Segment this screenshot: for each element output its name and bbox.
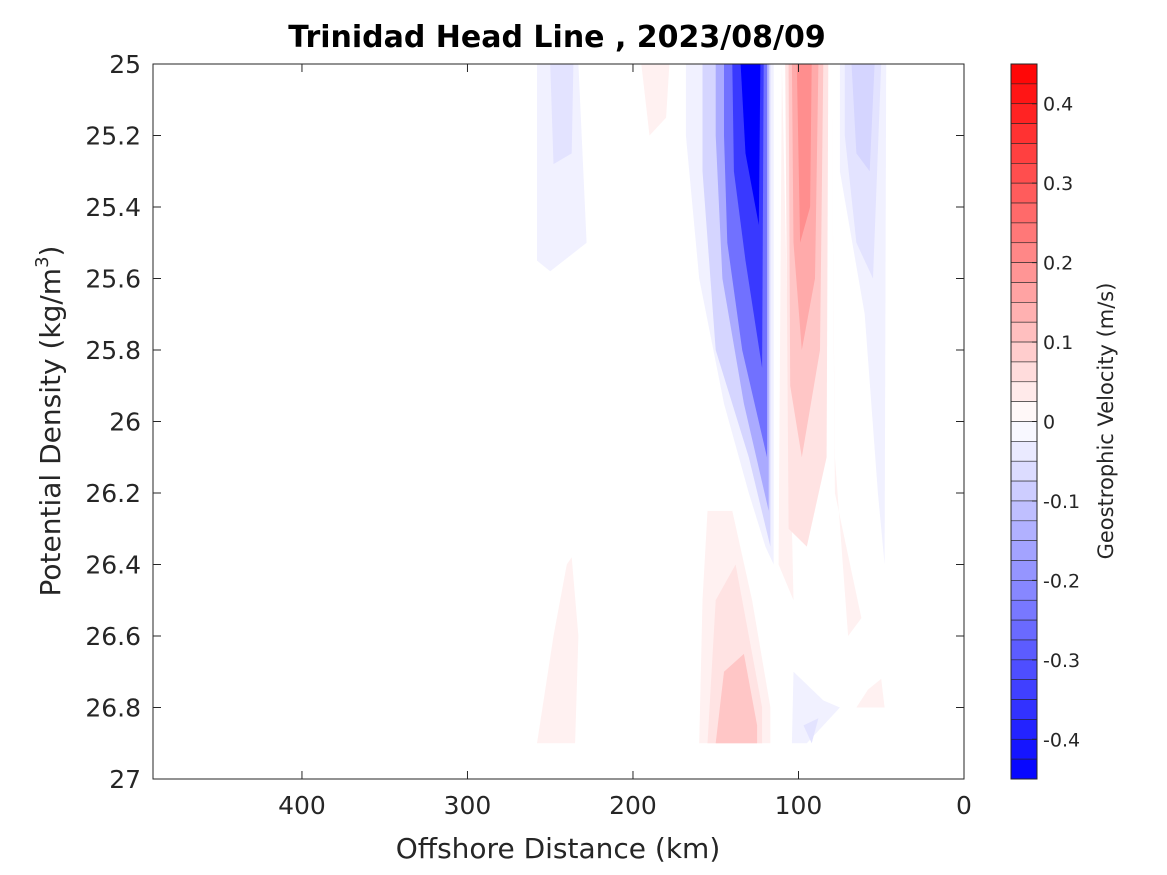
colorbar-segment [1010, 480, 1038, 502]
x-tick-label: 400 [278, 791, 326, 820]
y-axis-label-main: Potential Density (kg/m [34, 268, 67, 597]
x-tick-label: 0 [956, 791, 972, 820]
y-tick-label: 25.6 [85, 265, 141, 294]
colorbar-segment [1010, 500, 1038, 522]
colorbar-segment [1010, 699, 1038, 720]
colorbar-tick-label: -0.1 [1043, 491, 1080, 513]
contour-region-22 [803, 718, 819, 744]
y-tick-label: 25 [109, 50, 141, 79]
colorbar: 0.4 0.3 0.2 0.1 0 -0.1 -0.2 -0.3 -0.4 [1010, 63, 1080, 780]
colorbar-segment [1010, 321, 1038, 343]
x-tick-label: 100 [775, 791, 823, 820]
colorbar-segment [1010, 143, 1038, 164]
y-axis-label: Potential Density (kg/m3) [32, 246, 67, 597]
colorbar-label: Geostrophic Velocity (m/s) [1094, 283, 1118, 560]
colorbar-tick-label: 0.1 [1043, 332, 1073, 354]
colorbar-segment [1010, 103, 1038, 124]
colorbar-segment [1010, 242, 1038, 263]
colorbar-tick-label: -0.3 [1043, 650, 1080, 672]
colorbar-tick-label: -0.4 [1043, 729, 1080, 751]
y-tick-label: 27 [109, 765, 141, 794]
x-axis: 400 300 200 100 0 [278, 64, 972, 820]
colorbar-segment [1010, 679, 1038, 700]
contour-region-13 [796, 64, 812, 243]
contour-region-16 [851, 64, 875, 172]
y-tick-label: 26.6 [85, 622, 141, 651]
colorbar-tick-label: 0.2 [1043, 253, 1073, 275]
colorbar-segment [1010, 401, 1038, 422]
x-tick-label: 200 [609, 791, 657, 820]
colorbar-segment [1010, 182, 1038, 204]
y-tick-label: 26.8 [85, 694, 141, 723]
contour-region-9 [778, 64, 862, 636]
colorbar-segment [1010, 421, 1038, 442]
colorbar-segment [1010, 659, 1038, 680]
y-tick-label: 25.8 [85, 336, 141, 365]
colorbar-tick-label: 0.3 [1043, 173, 1073, 195]
colorbar-tick-label: 0 [1043, 412, 1055, 434]
colorbar-segment [1010, 639, 1038, 661]
colorbar-segment [1010, 580, 1038, 601]
colorbar-segment [1010, 361, 1038, 383]
y-axis-label-close: ) [34, 246, 67, 257]
y-tick-label: 26.2 [85, 479, 141, 508]
colorbar-segment [1010, 202, 1038, 224]
colorbar-segment [1010, 63, 1038, 85]
colorbar-segment [1010, 302, 1038, 323]
contour-region-1 [545, 64, 574, 165]
colorbar-segment [1010, 460, 1038, 482]
contour-regions [537, 64, 887, 744]
y-tick-label: 25.4 [85, 193, 141, 222]
colorbar-segment [1010, 83, 1038, 105]
colorbar-segment [1010, 520, 1038, 541]
x-axis-label: Offshore Distance (km) [396, 832, 721, 865]
chart-title: Trinidad Head Line , 2023/08/09 [288, 20, 825, 55]
contour-region-2 [641, 64, 670, 136]
y-tick-label: 26.4 [85, 551, 141, 580]
colorbar-segment [1010, 341, 1038, 363]
colorbar-segment [1010, 123, 1038, 144]
colorbar-segment [1010, 599, 1038, 621]
y-tick-label: 25.2 [85, 122, 141, 151]
colorbar-segment [1010, 222, 1038, 244]
y-axis: 25 25.2 25.4 25.6 25.8 26 26.2 26.4 26.6 26.8 27 [85, 50, 964, 794]
contour-region-23 [856, 678, 885, 708]
colorbar-tick-label: -0.2 [1043, 570, 1080, 592]
colorbar-segment [1010, 619, 1038, 641]
contour-region-20 [537, 557, 579, 744]
colorbar-segment [1010, 758, 1038, 780]
colorbar-segment [1010, 540, 1038, 561]
x-tick-label: 300 [444, 791, 492, 820]
colorbar-segment [1010, 719, 1038, 740]
colorbar-segment [1010, 262, 1038, 283]
colorbar-segment [1010, 738, 1038, 760]
colorbar-segment [1010, 163, 1038, 184]
plot-area: 400 300 200 100 0 25 25.2 25.4 25.6 25.8 26 26.2 26… [85, 50, 972, 820]
colorbar-tick-label: 0.4 [1043, 94, 1073, 116]
colorbar-segment [1010, 560, 1038, 581]
y-tick-label: 26 [109, 408, 141, 437]
colorbar-segment [1010, 381, 1038, 402]
y-axis-label-sup: 3 [32, 256, 53, 267]
colorbar-segment [1010, 441, 1038, 462]
colorbar-segment [1010, 282, 1038, 303]
contour-region-8 [740, 64, 761, 225]
contour-region-19 [715, 653, 758, 744]
contour-region-0 [537, 64, 587, 272]
